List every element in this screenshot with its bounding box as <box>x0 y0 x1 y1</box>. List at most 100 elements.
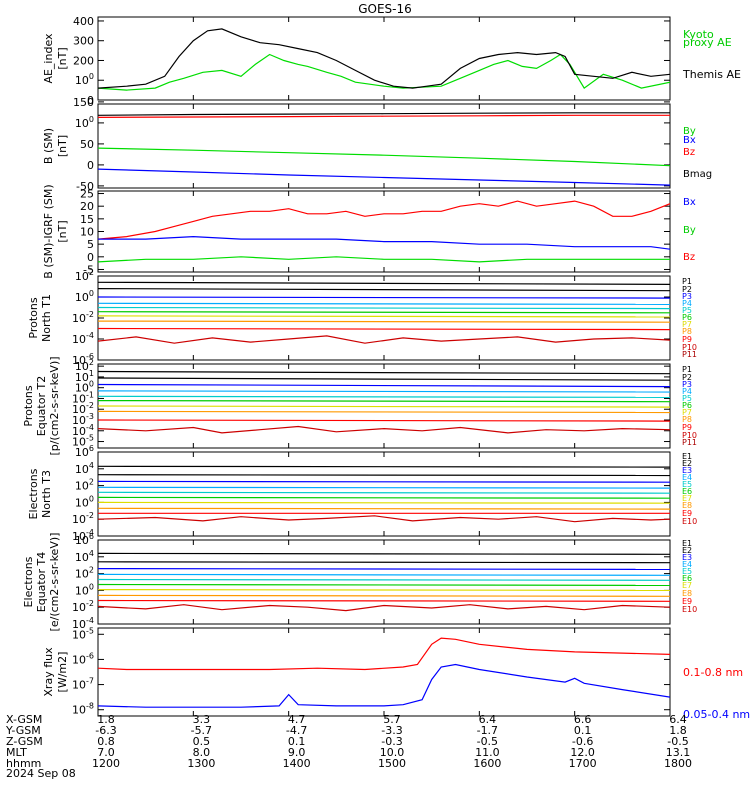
y-tick-label: 100 <box>75 72 94 87</box>
y-tick-label: 106 <box>75 532 94 547</box>
legend-label: P7 <box>682 408 692 417</box>
series-e7 <box>98 588 670 592</box>
legend-label: P4 <box>682 299 692 308</box>
chart-title: GOES-16 <box>358 2 412 16</box>
series-p9 <box>98 419 670 422</box>
x-axis-value: 5.7 <box>383 713 401 726</box>
x-axis-value: 10.0 <box>380 746 405 759</box>
x-axis-value: 6.4 <box>669 713 687 726</box>
series-group <box>98 28 670 91</box>
x-axis-value: 4.7 <box>288 713 306 726</box>
series-bz <box>98 114 670 118</box>
series-0-1-0-8-nm <box>98 637 670 671</box>
y-tick-label: 100 <box>75 582 94 597</box>
legend-label: Themis AE <box>682 68 741 81</box>
y-tick-label: 10 <box>80 226 94 239</box>
panel-frame <box>97 539 671 625</box>
series-p1 <box>98 281 670 285</box>
legend-label: E9 <box>682 597 692 606</box>
series-p1 <box>98 370 670 375</box>
legend-label: P1 <box>682 277 692 286</box>
series-group <box>98 112 670 186</box>
y-axis-label: Protons <box>27 297 40 338</box>
series-e3 <box>98 567 670 571</box>
y-tick-label: 10-5 <box>72 626 94 641</box>
legend-label: E3 <box>682 553 692 562</box>
legend-label: P11 <box>682 350 697 359</box>
panel-frame <box>97 451 671 537</box>
legend-label: E2 <box>682 459 692 468</box>
legend-label: 0.1-0.8 nm <box>683 666 743 679</box>
series-p7 <box>98 405 670 408</box>
y-axis-label: [e/(cm2-s-sr-keV)] <box>48 533 61 632</box>
legend-label: E9 <box>682 509 692 518</box>
x-axis-value: 1.8 <box>97 713 115 726</box>
x-axis-value: 7.0 <box>97 746 115 759</box>
legend-label: P10 <box>682 431 697 440</box>
series-p3 <box>98 296 670 299</box>
legend-label: P6 <box>682 313 692 322</box>
series-group <box>98 465 670 523</box>
y-axis-label: AE_index <box>42 33 55 84</box>
y-tick-label: 102 <box>75 268 94 283</box>
legend-label: 0.05-0.4 nm <box>683 708 750 721</box>
legend-label: Bx <box>683 197 696 208</box>
legend-label: Bz <box>683 147 695 158</box>
x-axis-value: 0.8 <box>97 735 115 748</box>
legend-label: P3 <box>682 292 692 301</box>
panel-xray: 10-8 10-7 10-6 10-5 Xray flux [W/m2] 0.1-0.8 n… <box>42 626 750 721</box>
series-p4 <box>98 302 670 305</box>
legend-label: Bmag <box>683 169 712 180</box>
y-tick-label: 10-7 <box>72 677 94 692</box>
x-axis-value: -0.5 <box>477 735 498 748</box>
x-axis-value: -5.7 <box>191 724 212 737</box>
legend-label: E4 <box>682 560 692 569</box>
y-tick-label: 100 <box>75 289 94 304</box>
legend-label: P9 <box>682 423 692 432</box>
x-axis-table: X-GSM 1.8 3.3 4.7 5.7 6.4 6.6 6.4 Y-GSM -6.3 -5.7 -… <box>5 713 692 770</box>
y-tick-label: 10-6 <box>72 651 94 666</box>
series-e6 <box>98 583 670 587</box>
series-by <box>98 256 670 263</box>
series-p7 <box>98 315 670 318</box>
series-bz <box>98 200 670 240</box>
series-themis-ae <box>98 28 670 89</box>
x-axis-value: 9.0 <box>288 746 306 759</box>
series-e1 <box>98 552 670 555</box>
x-axis-value: 0.1 <box>288 735 306 748</box>
panel-frame <box>97 627 671 717</box>
legend-label: E1 <box>682 452 692 461</box>
legend-label: Bx <box>683 135 696 146</box>
x-axis-value: 0.5 <box>193 735 211 748</box>
x-axis-value: -4.7 <box>286 724 307 737</box>
x-axis-value: -0.3 <box>381 735 402 748</box>
series-group <box>98 370 670 434</box>
x-axis-value: 1200 <box>92 757 120 770</box>
legend-label: Kyoto <box>683 28 714 41</box>
legend-label: E7 <box>682 581 692 590</box>
y-tick-label: 15 <box>80 213 94 226</box>
series-e8 <box>98 507 670 510</box>
y-tick-label: 10-8 <box>72 702 94 717</box>
series-p8 <box>98 410 670 414</box>
legend-label: P2 <box>682 285 692 294</box>
series-p5 <box>98 306 670 310</box>
series-group <box>98 637 670 708</box>
x-axis-value: 1400 <box>283 757 311 770</box>
legend-label: E5 <box>682 480 692 489</box>
y-axis-label: [nT] <box>56 220 69 242</box>
y-tick-label: 10-2 <box>72 511 94 526</box>
legend-label: P10 <box>682 343 697 352</box>
legend-label: E1 <box>682 539 692 548</box>
y-tick-label: 0 <box>87 94 94 107</box>
y-tick-label: 50 <box>80 138 94 151</box>
legend-label: E8 <box>682 589 692 598</box>
y-tick-label: 10-2 <box>72 599 94 614</box>
legend-label: P6 <box>682 401 692 410</box>
y-tick-label: 5 <box>87 238 94 251</box>
legend-label: P8 <box>682 415 692 424</box>
